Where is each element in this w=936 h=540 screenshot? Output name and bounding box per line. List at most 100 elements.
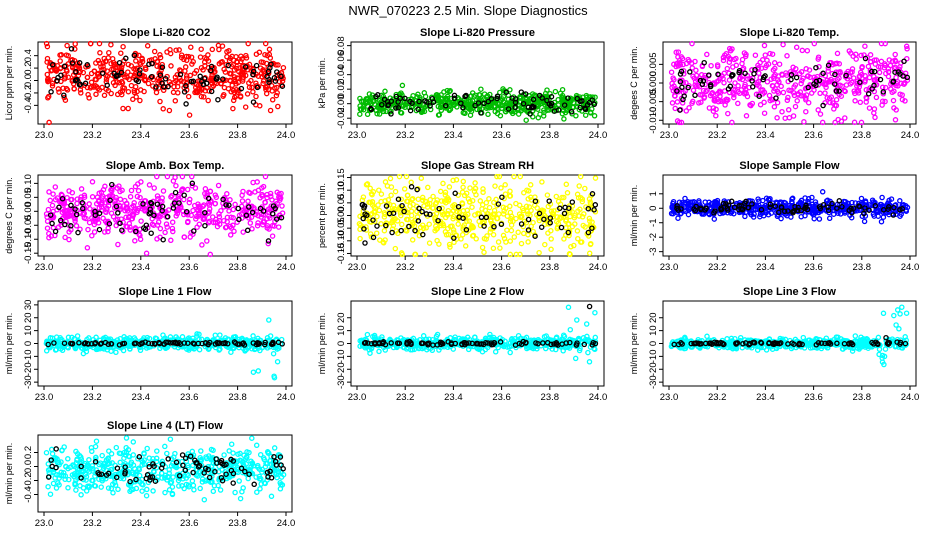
y-tick-label: -30: [23, 375, 34, 389]
data-point: [825, 62, 832, 69]
data-point: [819, 189, 826, 195]
data-point: [113, 349, 119, 356]
data-point: [520, 100, 527, 107]
data-point: [65, 345, 72, 351]
y-tick-label: -0.4: [23, 97, 34, 113]
data-point: [121, 74, 128, 80]
data-point: [487, 103, 493, 109]
data-point: [44, 59, 50, 65]
data-point: [892, 69, 898, 75]
data-point: [243, 212, 250, 219]
data-point: [212, 200, 218, 207]
x-tick-label: 23.8: [228, 130, 247, 141]
data-point: [451, 95, 458, 102]
data-point: [897, 71, 903, 77]
y-tick-label: 1: [648, 191, 659, 196]
data-point: [901, 58, 907, 65]
data-point: [46, 119, 52, 126]
data-point: [251, 346, 258, 353]
data-point: [204, 190, 210, 197]
data-point: [173, 182, 179, 189]
data-point: [422, 198, 429, 205]
x-tick-label: 23.8: [228, 392, 247, 403]
data-point: [728, 198, 735, 205]
y-tick-label: -0.10: [336, 230, 347, 252]
series-highlight: [47, 180, 285, 244]
data-point: [270, 350, 277, 357]
data-point: [542, 90, 549, 97]
data-point: [569, 199, 576, 205]
data-point: [168, 63, 174, 69]
data-point: [185, 93, 192, 100]
data-point: [560, 348, 566, 354]
data-point: [720, 75, 726, 82]
data-point: [201, 216, 208, 222]
data-point: [525, 227, 532, 233]
x-tick-label: 23.2: [396, 392, 415, 403]
data-point: [877, 76, 884, 83]
data-point: [450, 346, 457, 352]
data-point: [555, 198, 562, 205]
data-point: [269, 97, 276, 103]
data-point: [854, 80, 861, 87]
data-point: [85, 226, 91, 233]
data-point: [399, 82, 406, 89]
data-point: [507, 87, 513, 93]
data-point: [580, 222, 586, 229]
data-point: [490, 231, 497, 238]
x-tick-label: 23.6: [804, 130, 823, 141]
data-point: [823, 198, 830, 204]
data-point: [677, 107, 683, 113]
data-point: [198, 46, 204, 52]
data-point: [862, 198, 869, 204]
data-point: [62, 234, 68, 241]
data-point: [166, 79, 173, 85]
data-point: [430, 99, 437, 105]
data-point: [105, 225, 111, 232]
data-point: [512, 96, 519, 102]
data-point: [387, 95, 393, 101]
data-point: [771, 60, 778, 66]
data-point: [96, 205, 103, 211]
data-point: [44, 225, 51, 231]
data-point: [903, 43, 910, 50]
data-point: [141, 225, 147, 231]
data-point: [467, 98, 473, 104]
data-point: [561, 116, 567, 122]
data-point: [147, 209, 154, 216]
data-point: [240, 229, 246, 235]
data-point: [409, 237, 416, 243]
data-point: [553, 193, 560, 200]
data-point: [389, 229, 395, 236]
data-point: [902, 80, 908, 86]
data-point: [857, 99, 864, 106]
data-point: [374, 213, 380, 220]
data-point: [262, 51, 268, 58]
data-point: [388, 184, 395, 190]
data-point: [720, 57, 727, 64]
panel-title: Slope Line 3 Flow: [743, 286, 836, 298]
data-point: [188, 54, 195, 60]
data-point: [206, 202, 213, 208]
data-point: [246, 80, 252, 86]
data-point: [266, 213, 272, 219]
data-point: [157, 98, 163, 105]
data-point: [575, 235, 581, 242]
data-point: [387, 175, 394, 182]
x-tick-label: 23.4: [756, 130, 775, 141]
data-point: [64, 213, 70, 220]
data-point: [460, 208, 467, 214]
data-point: [176, 200, 182, 206]
data-point: [235, 75, 242, 82]
x-tick-label: 23.4: [132, 130, 151, 141]
data-point: [680, 89, 687, 96]
x-tick-label: 23.0: [348, 392, 367, 403]
data-point: [133, 58, 139, 64]
data-point: [268, 61, 274, 67]
data-point: [441, 89, 447, 95]
data-point: [429, 205, 436, 211]
data-point: [879, 194, 885, 201]
data-point: [397, 109, 404, 116]
